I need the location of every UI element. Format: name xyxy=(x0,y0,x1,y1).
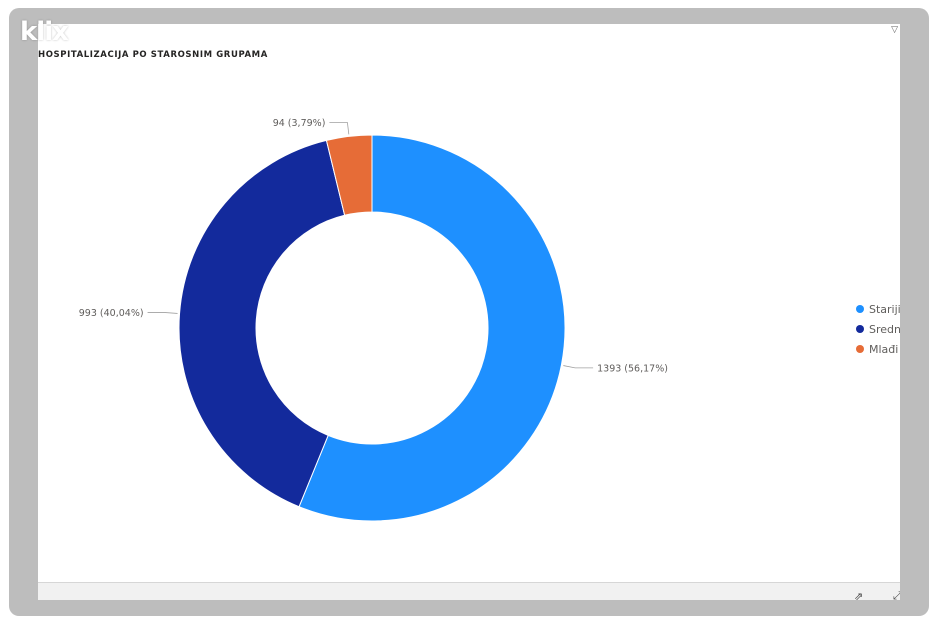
legend-label: Srednji xyxy=(869,322,900,336)
legend-marker xyxy=(856,345,864,353)
donut-chart: 1393 (56,17%) 993 (40,04%) 94 (3,79%) xyxy=(79,118,668,522)
legend-item-stariji[interactable]: Stariji xyxy=(856,299,900,319)
leader-line xyxy=(329,122,350,135)
data-label: 1393 (56,17%) xyxy=(597,363,668,374)
donut-slice-srednji[interactable] xyxy=(178,139,346,508)
legend-label: Mlađi xyxy=(869,342,899,356)
leader-line xyxy=(147,312,178,314)
data-label: 94 (3,79%) xyxy=(273,118,326,129)
chart-legend: Stariji Srednji Mlađi xyxy=(856,299,900,359)
data-label: 993 (40,04%) xyxy=(79,308,144,319)
legend-label: Stariji xyxy=(869,302,900,316)
chart-title: HOSPITALIZACIJA PO STAROSNIM GRUPAMA xyxy=(38,50,268,60)
legend-marker xyxy=(856,325,864,333)
share-icon[interactable]: ⇗ xyxy=(854,591,864,600)
donut-slice-stariji[interactable] xyxy=(298,134,566,522)
report-panel: HOSPITALIZACIJA PO STAROSNIM GRUPAMA ▽ 1… xyxy=(38,24,900,600)
expand-icon[interactable]: ⤢ xyxy=(893,590,900,600)
klix-watermark: klix xyxy=(20,17,69,47)
leader-line xyxy=(563,365,594,369)
legend-marker xyxy=(856,305,864,313)
donut-slice-mla-i[interactable] xyxy=(325,134,373,216)
bottom-toolbar xyxy=(38,582,900,600)
legend-item-srednji[interactable]: Srednji xyxy=(856,319,900,339)
filter-icon[interactable]: ▽ xyxy=(891,24,898,34)
legend-item-mladi[interactable]: Mlađi xyxy=(856,339,900,359)
